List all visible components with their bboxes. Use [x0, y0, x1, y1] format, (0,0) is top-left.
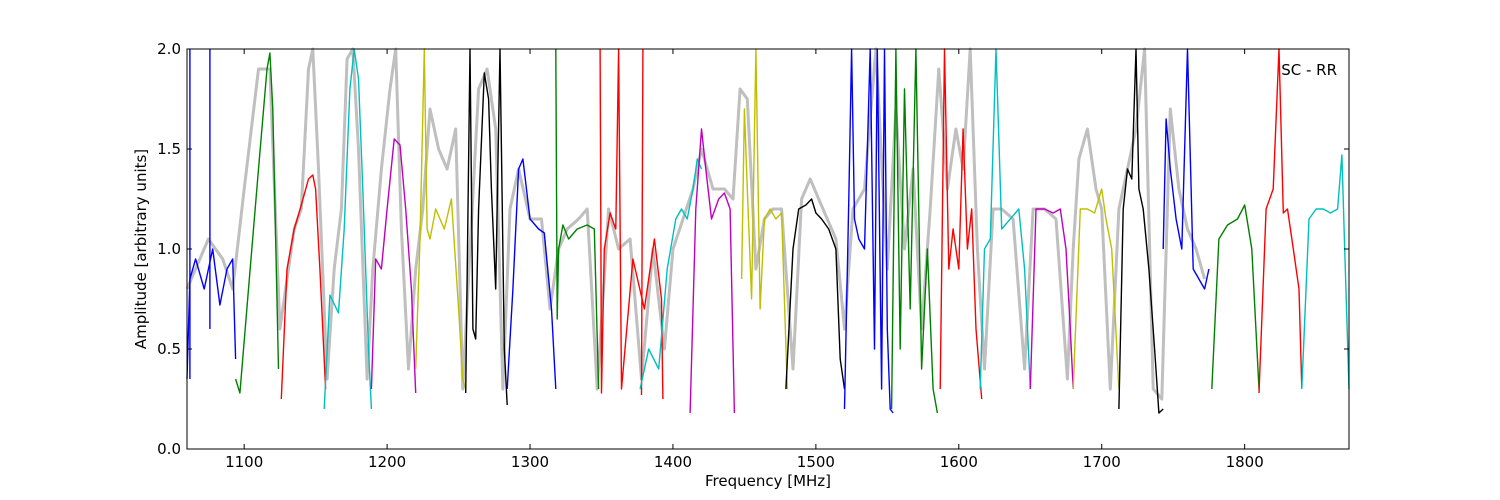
x-tick-label: 1500	[797, 453, 835, 471]
series-line-8	[465, 48, 508, 406]
y-tick-label: 1.0	[157, 240, 181, 258]
series-line-9	[506, 158, 557, 390]
y-tick-label: 2.0	[157, 40, 181, 58]
x-tick-label: 1700	[1083, 453, 1121, 471]
x-tick-label: 1200	[368, 453, 406, 471]
series-line-18	[890, 48, 939, 414]
series-line-10	[555, 48, 600, 390]
series-line-27	[1301, 154, 1350, 390]
x-tick-label: 1600	[940, 453, 978, 471]
y-tick-label: 1.5	[157, 140, 181, 158]
series-line-24	[1162, 48, 1210, 290]
x-tick-label: 1800	[1226, 453, 1264, 471]
series-line-3	[234, 52, 280, 394]
plot-area	[187, 49, 1349, 449]
series-line-26	[1258, 48, 1303, 394]
series-line-15	[740, 48, 788, 390]
series-line-13	[639, 158, 703, 390]
series-line-12	[640, 48, 644, 396]
series-line-0	[186, 248, 237, 380]
series-line-21	[1029, 208, 1074, 390]
x-tick-label: 1300	[511, 453, 549, 471]
series-line-7	[415, 48, 467, 390]
series-layer	[186, 48, 1350, 414]
chart-annotation: SC - RR	[1281, 61, 1337, 79]
series-line-17	[843, 48, 894, 414]
series-line-20	[979, 48, 1031, 390]
ticks-layer: 1100 1200 1300 1400 1500 1600 1700 1800 0.0 0.5 1.…	[157, 40, 1349, 471]
series-line-16	[785, 198, 846, 390]
series-line-5	[323, 48, 373, 410]
series-line-25	[1211, 204, 1260, 390]
series-line-6	[370, 138, 417, 394]
y-tick-label: 0.0	[157, 440, 181, 458]
series-line-4	[280, 174, 327, 400]
y-axis-title: Amplitude [arbitrary units]	[132, 149, 150, 349]
x-tick-label: 1400	[654, 453, 692, 471]
series-line-19	[939, 48, 983, 400]
x-tick-label: 1100	[225, 453, 263, 471]
y-tick-label: 0.5	[157, 340, 181, 358]
series-line-11	[599, 48, 664, 400]
series-line-22	[1072, 188, 1120, 390]
x-axis-title: Frequency [MHz]	[705, 472, 831, 490]
series-line-23	[1118, 48, 1164, 414]
series-line-14	[689, 128, 736, 414]
